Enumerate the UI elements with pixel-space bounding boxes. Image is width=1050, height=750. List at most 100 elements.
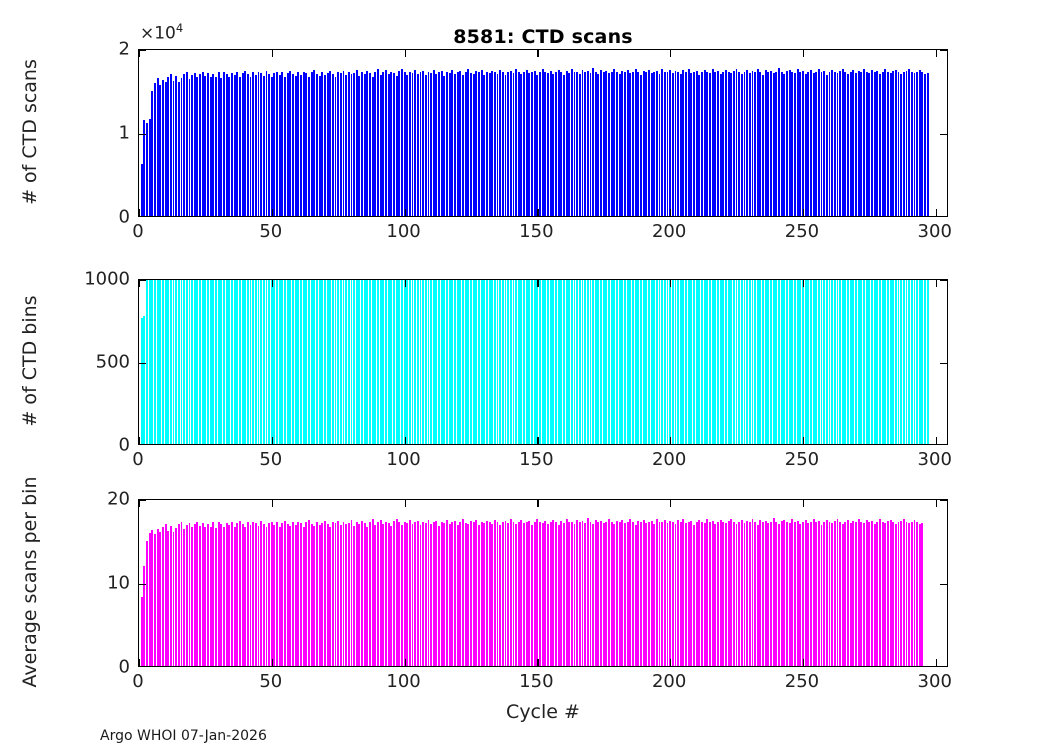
bar: [297, 72, 300, 216]
bar: [576, 519, 579, 666]
bar: [161, 280, 164, 444]
bar: [321, 523, 324, 666]
bar: [225, 74, 228, 216]
bar: [772, 73, 775, 216]
bar: [642, 519, 645, 666]
bar: [432, 522, 435, 666]
bar: [191, 280, 194, 444]
bar: [387, 280, 390, 444]
bar: [215, 76, 217, 216]
bar: [581, 520, 584, 666]
bar: [674, 524, 677, 666]
bar: [918, 524, 921, 666]
y-tick: [940, 134, 947, 136]
bar: [422, 521, 425, 666]
x-tick-label: 200: [651, 449, 687, 470]
bar: [562, 523, 565, 666]
bar: [140, 597, 143, 666]
bar: [788, 69, 791, 216]
bar: [661, 69, 664, 216]
bar: [844, 521, 847, 666]
x-tick: [404, 50, 406, 57]
bar: [661, 280, 664, 444]
bar: [406, 74, 409, 216]
bar: [666, 523, 669, 666]
bar: [570, 69, 573, 216]
bar: [191, 527, 194, 666]
bar: [844, 280, 847, 444]
bar: [377, 522, 379, 666]
bar: [520, 519, 523, 666]
bar: [451, 69, 454, 216]
bar: [586, 280, 589, 444]
bar: [528, 73, 531, 216]
bar: [554, 521, 557, 666]
bar: [435, 74, 438, 216]
bar: [260, 280, 263, 444]
bar: [228, 77, 231, 216]
bar: [509, 280, 512, 444]
bar: [817, 69, 820, 216]
bar: [764, 69, 767, 216]
bar: [470, 280, 472, 444]
bar: [703, 69, 706, 216]
bar: [600, 520, 603, 666]
bar: [313, 69, 316, 216]
bar: [153, 280, 156, 444]
bar: [520, 74, 523, 216]
bar: [406, 280, 409, 444]
bar: [302, 526, 305, 666]
bar: [772, 280, 775, 444]
bar: [573, 280, 576, 444]
bar: [448, 73, 451, 216]
bar: [751, 519, 754, 666]
bar: [539, 280, 541, 444]
bar: [647, 280, 650, 444]
x-tick: [271, 500, 273, 507]
bar: [146, 122, 148, 216]
bar: [873, 72, 876, 216]
bar: [438, 525, 441, 666]
bar: [246, 74, 249, 216]
bar: [706, 519, 709, 666]
bar: [321, 280, 324, 444]
bar: [414, 522, 417, 666]
bar: [693, 524, 695, 666]
bar: [270, 280, 273, 444]
bar: [820, 524, 823, 666]
bar: [201, 280, 204, 444]
x-tick: [802, 280, 805, 287]
bar: [268, 280, 271, 444]
bar: [241, 73, 244, 216]
x-tick: [139, 50, 141, 57]
bar: [209, 77, 212, 216]
bar: [355, 280, 358, 444]
bar: [398, 280, 401, 444]
bar: [480, 69, 483, 216]
bar: [358, 280, 361, 444]
bar: [844, 72, 847, 216]
x-tick: [404, 437, 406, 444]
bar: [748, 280, 751, 444]
y-axis-title-ctd-scans: # of CTD scans: [19, 59, 41, 205]
bar: [823, 70, 826, 216]
bar: [634, 524, 637, 666]
x-tick: [802, 500, 805, 507]
bar: [788, 523, 791, 666]
bar: [334, 523, 337, 666]
bar: [310, 280, 313, 444]
bar: [650, 520, 653, 666]
bar: [719, 280, 722, 444]
bar: [252, 280, 255, 444]
bar: [321, 71, 324, 216]
bar: [326, 524, 329, 666]
bar: [167, 76, 170, 216]
bar: [363, 74, 366, 216]
bar: [905, 521, 908, 666]
bar: [735, 280, 738, 444]
bar: [682, 280, 685, 444]
bar: [284, 520, 287, 666]
bar: [626, 522, 629, 666]
bar: [183, 529, 186, 666]
bar: [246, 522, 249, 666]
